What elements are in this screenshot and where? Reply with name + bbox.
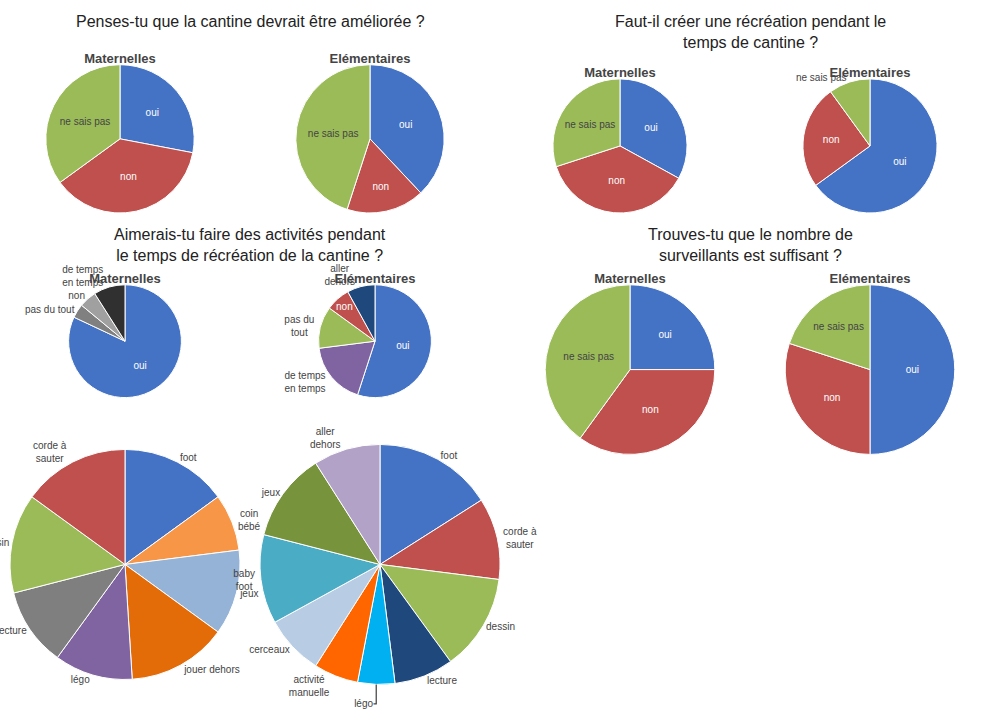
svg-text:Maternelles: Maternelles — [84, 51, 156, 66]
svg-text:ne sais pas: ne sais pas — [563, 351, 614, 362]
svg-text:non: non — [68, 290, 85, 301]
svg-text:activitémanuelle: activitémanuelle — [289, 674, 330, 698]
svg-text:ne sais pas: ne sais pas — [60, 116, 111, 127]
svg-text:allerdehors: allerdehors — [310, 426, 341, 450]
svg-text:jeux: jeux — [239, 588, 258, 599]
svg-text:non: non — [336, 301, 353, 312]
svg-text:Elémentaires: Elémentaires — [330, 51, 411, 66]
svg-text:coinbébé: coinbébé — [238, 508, 261, 532]
svg-text:Aimerais-tu faire des activité: Aimerais-tu faire des activités pendantl… — [114, 226, 386, 264]
svg-text:oui: oui — [644, 122, 657, 133]
svg-text:ne sais pas: ne sais pas — [796, 72, 847, 83]
svg-text:oui: oui — [893, 156, 906, 167]
svg-text:Elémentaires: Elémentaires — [335, 271, 416, 286]
svg-text:ne sais pas: ne sais pas — [813, 321, 864, 332]
svg-text:de tempsen temps: de tempsen temps — [284, 370, 325, 394]
svg-text:Maternelles: Maternelles — [89, 271, 161, 286]
svg-text:pas dutout: pas dutout — [284, 314, 314, 338]
svg-text:Maternelles: Maternelles — [584, 65, 656, 80]
svg-text:non: non — [642, 404, 659, 415]
svg-text:foot: foot — [180, 452, 197, 463]
svg-text:babyfoot: babyfoot — [233, 568, 255, 592]
svg-text:cerceaux: cerceaux — [249, 644, 290, 655]
svg-text:foot: foot — [441, 450, 458, 461]
svg-text:ne sais pas: ne sais pas — [565, 119, 616, 130]
svg-text:non: non — [823, 134, 840, 145]
svg-text:oui: oui — [906, 364, 919, 375]
svg-text:allerdehors: allerdehors — [324, 263, 355, 287]
svg-text:non: non — [120, 171, 137, 182]
svg-text:jeux: jeux — [261, 487, 280, 498]
svg-text:Elémentaires: Elémentaires — [830, 65, 911, 80]
svg-text:oui: oui — [146, 107, 159, 118]
svg-text:oui: oui — [396, 340, 409, 351]
svg-text:Maternelles: Maternelles — [594, 271, 666, 286]
svg-text:légo: légo — [71, 674, 90, 685]
svg-text:ne sais pas: ne sais pas — [308, 128, 359, 139]
svg-text:oui: oui — [399, 119, 412, 130]
svg-text:oui: oui — [658, 329, 671, 340]
svg-text:Faut-il créer une récréation p: Faut-il créer une récréation pendant let… — [615, 13, 886, 51]
svg-text:non: non — [372, 181, 389, 192]
svg-text:Elémentaires: Elémentaires — [830, 271, 911, 286]
svg-text:non: non — [608, 175, 625, 186]
svg-text:corde àsauter: corde àsauter — [33, 440, 67, 464]
svg-text:dessin: dessin — [486, 621, 515, 632]
svg-text:pas du tout: pas du tout — [25, 304, 75, 315]
svg-text:jouer dehors: jouer dehors — [183, 664, 240, 675]
svg-text:oui: oui — [133, 360, 146, 371]
svg-text:légo: légo — [354, 698, 373, 709]
svg-text:de tempsen temps: de tempsen temps — [62, 264, 103, 288]
svg-text:non: non — [824, 392, 841, 403]
svg-text:Trouves-tu que le nombre desur: Trouves-tu que le nombre desurveillants … — [648, 226, 853, 264]
svg-text:Penses-tu que la cantine devra: Penses-tu que la cantine devrait être am… — [76, 13, 425, 30]
svg-text:corde àsauter: corde àsauter — [503, 526, 537, 550]
svg-text:lecture: lecture — [0, 625, 27, 636]
svg-text:lecture: lecture — [427, 675, 457, 686]
svg-text:dessin: dessin — [0, 537, 9, 548]
